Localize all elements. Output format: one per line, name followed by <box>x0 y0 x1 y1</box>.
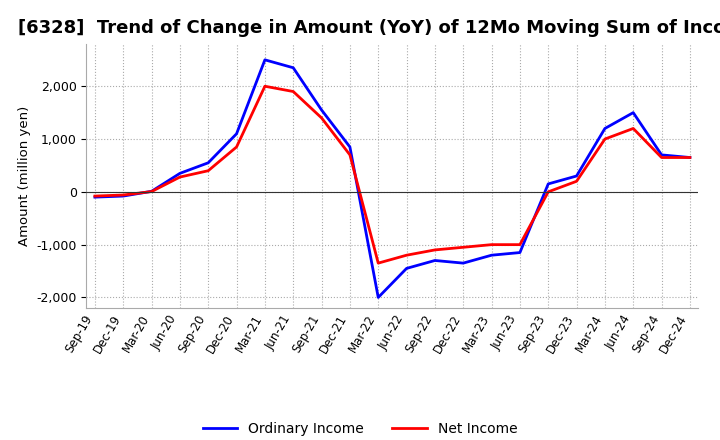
Ordinary Income <box>572 173 581 179</box>
Ordinary Income <box>629 110 637 115</box>
Ordinary Income <box>685 155 694 160</box>
Ordinary Income <box>459 260 467 266</box>
Net Income <box>572 179 581 184</box>
Ordinary Income <box>318 107 326 113</box>
Ordinary Income <box>148 189 156 194</box>
Ordinary Income <box>402 266 411 271</box>
Net Income <box>91 194 99 199</box>
Net Income <box>459 245 467 250</box>
Net Income <box>148 189 156 194</box>
Ordinary Income <box>600 126 609 131</box>
Ordinary Income <box>204 160 212 165</box>
Net Income <box>431 247 439 253</box>
Ordinary Income <box>119 194 127 199</box>
Line: Ordinary Income: Ordinary Income <box>95 60 690 297</box>
Ordinary Income <box>346 144 354 150</box>
Net Income <box>544 189 552 194</box>
Ordinary Income <box>516 250 524 255</box>
Ordinary Income <box>657 152 666 158</box>
Line: Net Income: Net Income <box>95 86 690 263</box>
Net Income <box>629 126 637 131</box>
Net Income <box>289 89 297 94</box>
Ordinary Income <box>544 181 552 187</box>
Net Income <box>685 155 694 160</box>
Ordinary Income <box>233 131 241 136</box>
Net Income <box>487 242 496 247</box>
Ordinary Income <box>176 171 184 176</box>
Net Income <box>402 253 411 258</box>
Ordinary Income <box>261 57 269 62</box>
Title: [6328]  Trend of Change in Amount (YoY) of 12Mo Moving Sum of Incomes: [6328] Trend of Change in Amount (YoY) o… <box>18 19 720 37</box>
Net Income <box>516 242 524 247</box>
Net Income <box>204 168 212 173</box>
Net Income <box>346 152 354 158</box>
Ordinary Income <box>431 258 439 263</box>
Y-axis label: Amount (million yen): Amount (million yen) <box>18 106 31 246</box>
Ordinary Income <box>374 295 382 300</box>
Net Income <box>233 144 241 150</box>
Net Income <box>119 192 127 198</box>
Net Income <box>176 174 184 180</box>
Net Income <box>657 155 666 160</box>
Net Income <box>374 260 382 266</box>
Net Income <box>318 115 326 121</box>
Legend: Ordinary Income, Net Income: Ordinary Income, Net Income <box>197 417 523 440</box>
Ordinary Income <box>91 194 99 200</box>
Net Income <box>261 84 269 89</box>
Ordinary Income <box>289 65 297 70</box>
Net Income <box>600 136 609 142</box>
Ordinary Income <box>487 253 496 258</box>
